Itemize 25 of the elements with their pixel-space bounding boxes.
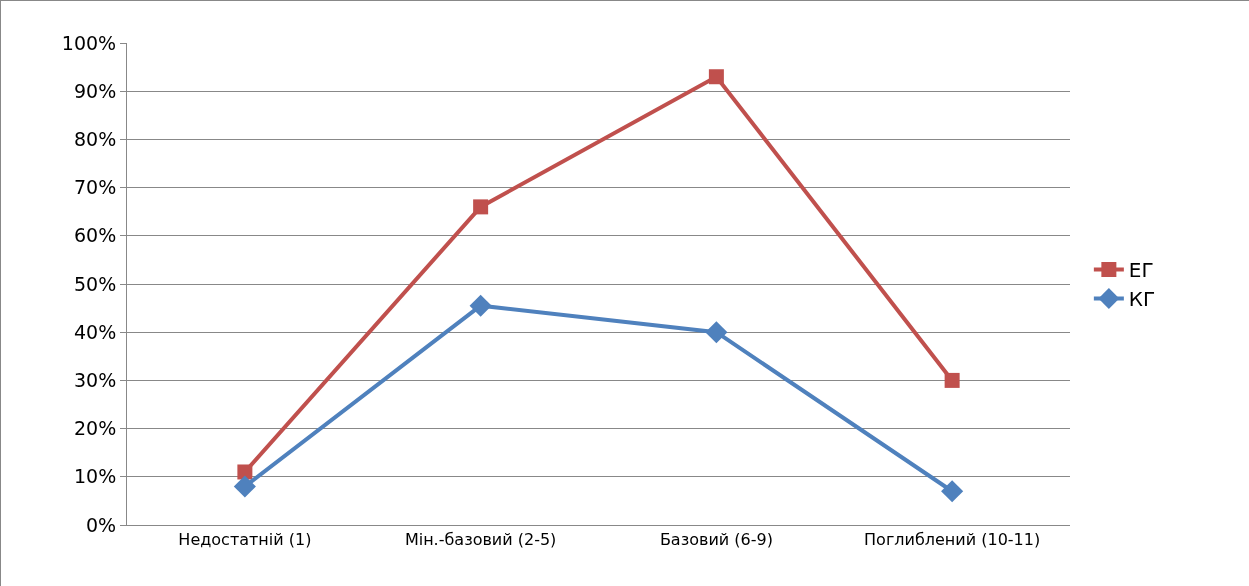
point — [705, 321, 728, 344]
point — [473, 199, 489, 215]
y-tick-label: 100% — [61, 31, 117, 54]
y-tick-label: 60% — [73, 224, 117, 247]
point — [941, 480, 964, 503]
point — [944, 372, 960, 388]
y-tick-label: 90% — [73, 79, 117, 102]
point — [469, 294, 492, 317]
point — [237, 464, 253, 480]
y-tick-label: 80% — [73, 128, 117, 151]
x-tick-label: Базовий (6-9) — [659, 530, 773, 550]
x-tick-label: Поглиблений (10-11) — [864, 530, 1041, 550]
point — [233, 475, 256, 498]
x-tick-label: Недостатній (1) — [178, 530, 312, 550]
point — [708, 69, 724, 85]
y-tick-label: 20% — [73, 417, 117, 440]
x-tick-label: Мін.-базовий (2-5) — [404, 530, 557, 550]
y-tick-label: 10% — [73, 465, 117, 488]
y-tick-label: 30% — [73, 369, 117, 392]
legend-label: КГ — [1128, 287, 1156, 312]
y-tick-label: 0% — [86, 513, 117, 536]
y-tick-label: 70% — [73, 176, 117, 199]
legend-label: ЕГ — [1128, 258, 1154, 283]
y-tick-label: 50% — [73, 272, 117, 295]
y-tick-label: 40% — [73, 320, 117, 343]
